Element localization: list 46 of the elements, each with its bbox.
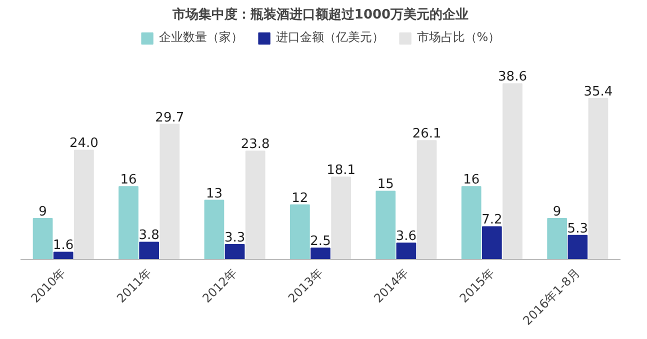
bar (547, 218, 567, 260)
bar (204, 200, 224, 260)
data-label: 9 (38, 204, 47, 220)
bar (224, 244, 245, 260)
data-label: 29.7 (155, 110, 184, 126)
bar (502, 83, 522, 260)
data-label: 5.3 (567, 221, 588, 236)
chart-title: 市场集中度：瓶装酒进口额超过1000万美元的企业 (171, 6, 469, 22)
data-label: 9 (552, 204, 562, 220)
bar (53, 252, 74, 260)
bar (461, 186, 482, 260)
legend-label: 市场占比（%） (416, 29, 500, 46)
data-label: 16 (120, 172, 137, 188)
legend-label: 进口金额（亿美元） (276, 29, 384, 46)
data-label: 1.6 (53, 238, 74, 254)
data-label: 3.6 (396, 229, 417, 244)
bar (376, 190, 396, 260)
data-label: 3.8 (138, 228, 160, 244)
bar (160, 124, 180, 260)
bar (310, 248, 330, 260)
bar (396, 242, 416, 260)
data-label: 7.2 (482, 212, 502, 228)
data-label: 15 (377, 177, 394, 192)
data-label: 35.4 (584, 84, 613, 100)
data-label: 24.0 (69, 136, 98, 152)
bar (290, 204, 310, 260)
bar (118, 186, 138, 260)
data-label: 16 (463, 172, 480, 188)
data-label: 3.3 (224, 230, 246, 246)
bar (245, 150, 266, 260)
data-label: 18.1 (326, 163, 356, 178)
data-label: 2.5 (310, 234, 331, 250)
data-label: 13 (206, 186, 222, 202)
bar (588, 98, 608, 260)
bar (331, 176, 351, 260)
bar (32, 218, 53, 260)
bar (482, 226, 502, 260)
data-label: 12 (292, 190, 308, 206)
legend-label: 企业数量（家） (158, 29, 243, 46)
bar (139, 242, 159, 260)
data-label: 23.8 (240, 137, 270, 152)
data-label: 26.1 (412, 126, 442, 142)
bar (416, 140, 437, 260)
bar (74, 150, 94, 260)
bar (568, 234, 588, 260)
data-label: 38.6 (498, 70, 527, 85)
